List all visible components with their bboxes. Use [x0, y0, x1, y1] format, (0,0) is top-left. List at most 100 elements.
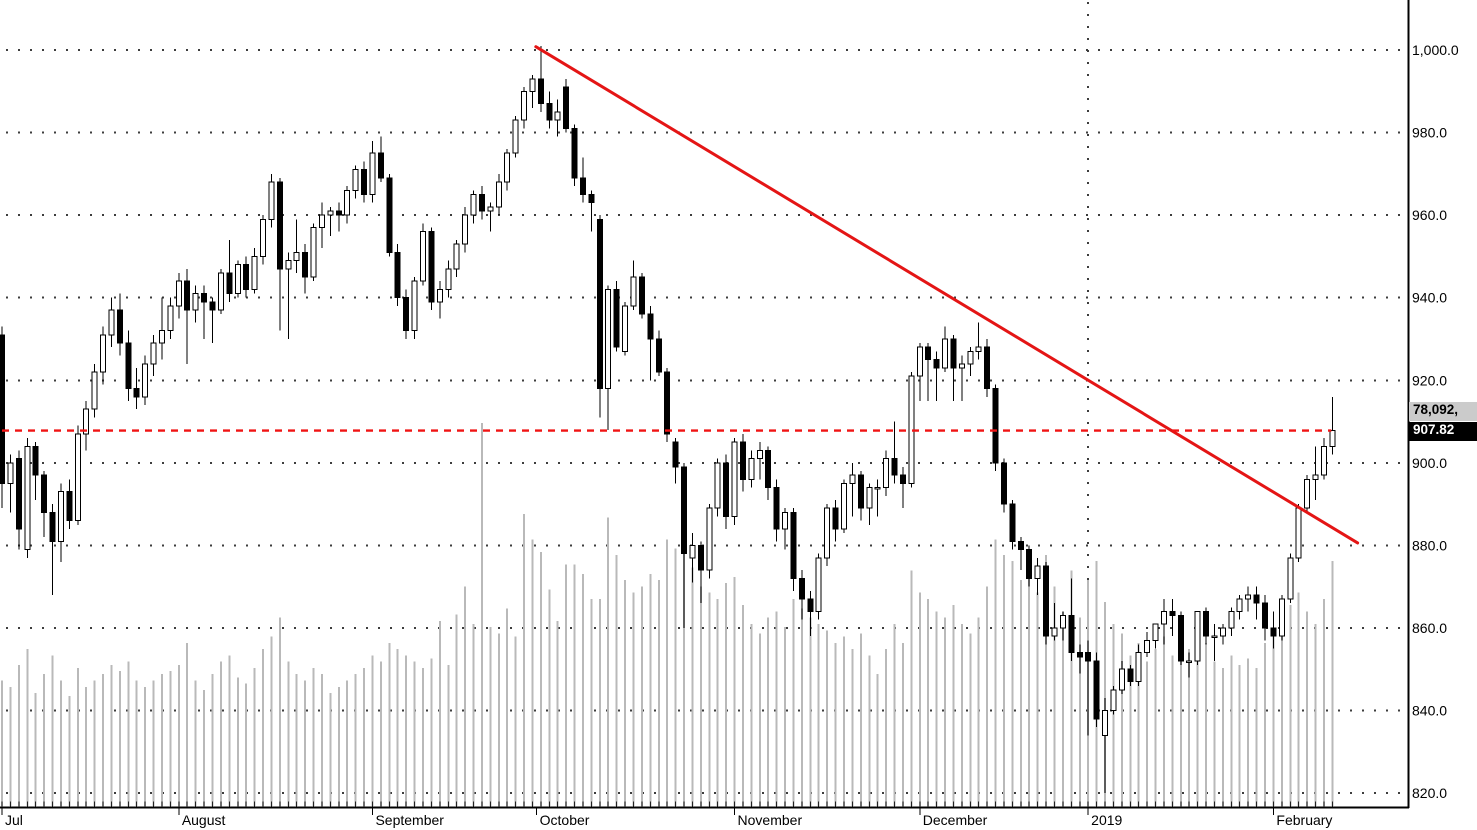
- candle: [992, 384, 999, 472]
- candle: [192, 285, 199, 323]
- candle: [731, 438, 738, 525]
- candle: [167, 297, 174, 339]
- candle: [7, 454, 14, 513]
- candle: [1085, 640, 1092, 736]
- candle: [201, 285, 208, 339]
- candle: [478, 186, 485, 220]
- candle: [24, 438, 31, 558]
- candle: [950, 334, 957, 401]
- axes-layer: [0, 0, 1410, 815]
- candle: [1236, 594, 1243, 620]
- candle: [689, 533, 696, 583]
- candle: [83, 400, 90, 451]
- candle: [125, 330, 132, 401]
- candle: [1262, 594, 1268, 641]
- y-axis-label: 1,000.0: [1412, 42, 1459, 58]
- candle: [773, 479, 780, 542]
- candle: [798, 570, 805, 620]
- candle: [622, 301, 629, 356]
- x-axis-label: August: [182, 812, 226, 828]
- candle: [756, 442, 763, 480]
- candle: [184, 268, 191, 364]
- candle: [596, 215, 603, 418]
- candle: [226, 239, 233, 302]
- y-axis-label: 860.0: [1412, 620, 1447, 636]
- candle: [638, 272, 645, 319]
- x-axis-label: 2019: [1091, 812, 1122, 828]
- candle: [394, 244, 401, 306]
- candle: [571, 124, 578, 187]
- candle: [487, 202, 494, 232]
- candle: [150, 334, 157, 377]
- candle: [916, 343, 923, 401]
- candle: [428, 227, 435, 311]
- red-annotations-layer: [2, 45, 1360, 545]
- candle: [1219, 623, 1226, 645]
- candle: [967, 347, 974, 377]
- candle: [369, 140, 376, 203]
- candle: [310, 223, 317, 282]
- candle: [579, 157, 586, 203]
- candle: [874, 479, 881, 517]
- candle: [251, 248, 258, 294]
- candle: [521, 87, 528, 129]
- x-axis-label: December: [923, 812, 988, 828]
- x-axis-label: November: [738, 812, 803, 828]
- candle: [100, 326, 107, 385]
- candle: [891, 421, 898, 484]
- y-axis-label: 840.0: [1412, 703, 1447, 719]
- candle: [714, 458, 721, 517]
- candle: [293, 219, 300, 273]
- candle: [529, 74, 536, 108]
- candle: [1102, 698, 1109, 794]
- candle: [1059, 611, 1066, 641]
- candle: [984, 338, 991, 397]
- candle: [958, 355, 965, 401]
- candle: [1000, 458, 1007, 513]
- candle: [1194, 610, 1201, 666]
- candle: [66, 479, 73, 529]
- x-axis-label: Jul: [5, 812, 23, 828]
- candle: [276, 177, 283, 331]
- candle: [630, 260, 637, 311]
- candle: [883, 450, 890, 496]
- candle: [647, 305, 654, 381]
- candle: [899, 466, 906, 509]
- y-axis-label: 900.0: [1412, 455, 1447, 471]
- candle: [697, 541, 704, 604]
- candle: [142, 355, 149, 406]
- candle: [672, 438, 679, 484]
- candle: [605, 285, 612, 430]
- candle: [386, 173, 393, 257]
- candle: [815, 553, 822, 620]
- candle: [1186, 652, 1193, 678]
- candle: [133, 367, 140, 410]
- candle: [403, 289, 410, 339]
- candle: [655, 330, 662, 377]
- candle: [260, 215, 267, 265]
- candle: [1093, 652, 1100, 728]
- candle: [344, 186, 351, 224]
- candle: [377, 136, 384, 183]
- candle: [108, 297, 115, 348]
- candle: [739, 433, 746, 492]
- candle: [453, 239, 460, 278]
- candle: [681, 462, 688, 628]
- candle: [1320, 438, 1327, 480]
- candle: [782, 508, 789, 550]
- candle: [445, 260, 452, 298]
- candle: [588, 190, 595, 232]
- candle: [436, 281, 443, 319]
- candle: [1278, 594, 1285, 641]
- candle: [1203, 607, 1210, 645]
- x-axis-label: February: [1276, 812, 1332, 828]
- candle: [790, 508, 797, 591]
- y-axis-label: 960.0: [1412, 207, 1447, 223]
- candle: [1110, 685, 1117, 715]
- candle: [462, 206, 469, 253]
- candle: [302, 244, 309, 294]
- candle: [512, 116, 519, 158]
- candle: [537, 45, 544, 112]
- candle: [1026, 545, 1033, 587]
